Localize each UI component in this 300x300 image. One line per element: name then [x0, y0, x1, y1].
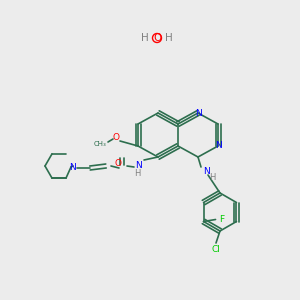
Text: N: N — [69, 163, 75, 172]
Text: H: H — [134, 169, 140, 178]
Text: O: O — [115, 158, 122, 167]
Text: O: O — [153, 33, 161, 43]
Text: H: H — [165, 33, 173, 43]
Text: Cl: Cl — [212, 244, 220, 253]
Text: N: N — [214, 142, 221, 151]
Text: CH₃: CH₃ — [94, 141, 106, 147]
Text: H: H — [141, 33, 149, 43]
Text: N: N — [195, 109, 201, 118]
Text: N: N — [136, 161, 142, 170]
Text: F: F — [219, 215, 224, 224]
Text: H: H — [209, 173, 215, 182]
Text: O: O — [112, 134, 119, 142]
Text: N: N — [202, 167, 209, 176]
